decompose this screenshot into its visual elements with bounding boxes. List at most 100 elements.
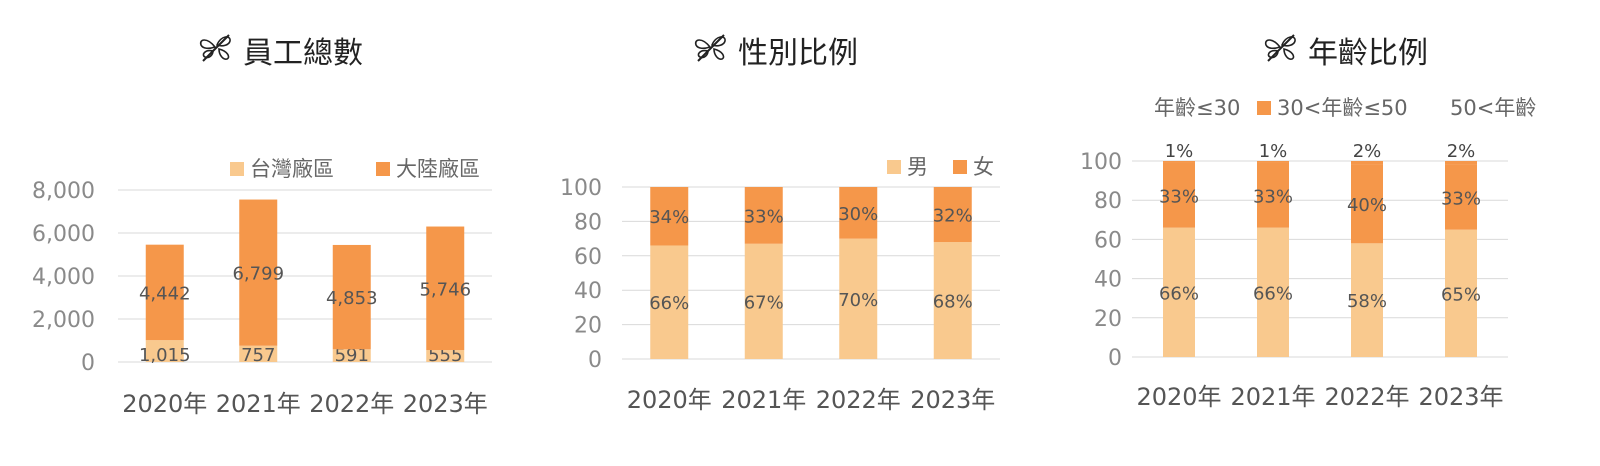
y-tick-label: 60 [574, 245, 602, 270]
chart-age-ratio: 0 20 40 60 80 100 66% 33% 1% 2020年 66% 33% 1% 2021年 58… [1080, 96, 1536, 411]
legend-label: 男 [907, 155, 928, 179]
legend-label: 50<年齡 [1450, 96, 1536, 120]
y-tick-label: 20 [574, 314, 602, 339]
y-tick-label: 0 [1108, 346, 1122, 371]
legend-label: 30<年齡≤50 [1277, 96, 1408, 120]
bar-segment [1163, 227, 1195, 357]
bar-segment [744, 243, 783, 359]
data-label: 68% [933, 292, 973, 313]
bar-segment [744, 187, 783, 244]
y-tick-label: 100 [1080, 150, 1122, 175]
bar-segment [145, 340, 184, 362]
dragonfly-icon [199, 33, 231, 62]
legend-swatch [953, 160, 967, 174]
y-tick-label: 8,000 [32, 179, 95, 204]
legend-swatch [887, 160, 901, 174]
title-text: 年齡比例 [1308, 36, 1428, 71]
bar-segment [239, 345, 278, 362]
legend-swatch [376, 162, 390, 176]
bar-segment [1257, 162, 1289, 228]
data-label: 1% [1165, 141, 1194, 162]
y-tick-label: 80 [574, 210, 602, 235]
data-label: 66% [649, 293, 689, 314]
y-tick-label: 80 [1094, 189, 1122, 214]
data-label: 30% [838, 204, 878, 225]
dragonfly-icon [1264, 33, 1296, 62]
bar-segment [332, 349, 371, 362]
y-tick-label: 20 [1094, 307, 1122, 332]
bar-segment [1351, 161, 1383, 165]
bar-segment [839, 238, 878, 359]
chart-gender-ratio: 0 20 40 60 80 100 66% 34% 2020年 67% 33% 2021年 70% 30%… [560, 155, 1000, 414]
legend-label: 台灣廠區 [250, 157, 334, 181]
x-tick-label: 2021年 [1230, 383, 1315, 411]
bar-segment [1445, 229, 1477, 357]
data-label: 591 [335, 345, 369, 366]
y-tick-label: 0 [81, 351, 95, 376]
bar-segment [650, 187, 689, 246]
y-tick-label: 0 [588, 348, 602, 373]
x-tick-label: 2023年 [403, 390, 488, 418]
data-label: 757 [241, 345, 275, 366]
data-label: 2% [1353, 141, 1382, 162]
x-tick-label: 2022年 [1324, 383, 1409, 411]
bar-segment [933, 242, 972, 359]
data-label: 32% [933, 206, 973, 227]
legend-swatch [230, 162, 244, 176]
y-tick-label: 40 [1094, 268, 1122, 293]
legend-label: 大陸廠區 [396, 157, 480, 181]
data-label: 33% [1253, 186, 1293, 207]
title-text: 員工總數 [243, 36, 363, 71]
bar-segment [145, 244, 184, 341]
data-label: 4,853 [326, 288, 378, 309]
x-tick-label: 2023年 [910, 386, 995, 414]
bar-segment [1445, 164, 1477, 230]
bar-segment [1445, 161, 1477, 165]
dragonfly-icon [694, 33, 726, 62]
data-label: 2% [1447, 141, 1476, 162]
data-label: 555 [428, 345, 462, 366]
panel-gender-ratio: 性別比例 0 20 40 60 80 100 66% 34% 2020年 67% 33% 2021年 7… [530, 0, 1040, 466]
bar-segment [426, 226, 465, 351]
data-label: 33% [1159, 186, 1199, 207]
x-tick-label: 2020年 [122, 390, 207, 418]
bar-segment [1257, 161, 1289, 163]
bar-segment [1163, 161, 1195, 163]
bar-segment [1351, 243, 1383, 357]
data-label: 65% [1441, 284, 1481, 305]
x-tick-label: 2022年 [309, 390, 394, 418]
x-tick-label: 2022年 [816, 386, 901, 414]
data-label: 34% [649, 207, 689, 228]
data-label: 66% [1253, 283, 1293, 304]
data-label: 33% [744, 206, 784, 227]
bar-segment [426, 350, 465, 362]
bar-segment [933, 187, 972, 243]
chart-employee-total: 0 2,000 4,000 6,000 8,000 1,015 4,442 2020年 757 6… [32, 157, 492, 418]
legend-label: 女 [973, 155, 994, 179]
title-text: 性別比例 [738, 36, 858, 71]
y-tick-label: 2,000 [32, 308, 95, 333]
bar-segment [1257, 227, 1289, 357]
legend-label: 年齡≤30 [1154, 96, 1240, 120]
data-label: 66% [1159, 283, 1199, 304]
y-tick-label: 40 [574, 279, 602, 304]
data-label: 67% [744, 292, 784, 313]
data-label: 58% [1347, 291, 1387, 312]
y-tick-label: 4,000 [32, 265, 95, 290]
data-label: 4,442 [139, 283, 191, 304]
x-tick-label: 2020年 [1136, 383, 1221, 411]
data-label: 1% [1259, 141, 1288, 162]
bar-segment [650, 245, 689, 359]
data-label: 1,015 [139, 345, 191, 366]
data-label: 70% [838, 290, 878, 311]
y-tick-label: 6,000 [32, 222, 95, 247]
y-tick-label: 60 [1094, 228, 1122, 253]
bar-segment [1163, 162, 1195, 228]
data-label: 6,799 [232, 264, 284, 285]
legend-swatch [1257, 101, 1271, 115]
panel-title: 年齡比例 [1100, 28, 1590, 72]
x-tick-label: 2023年 [1418, 383, 1503, 411]
bar-segment [332, 244, 371, 350]
data-label: 40% [1347, 195, 1387, 216]
bar-segment [239, 199, 278, 346]
